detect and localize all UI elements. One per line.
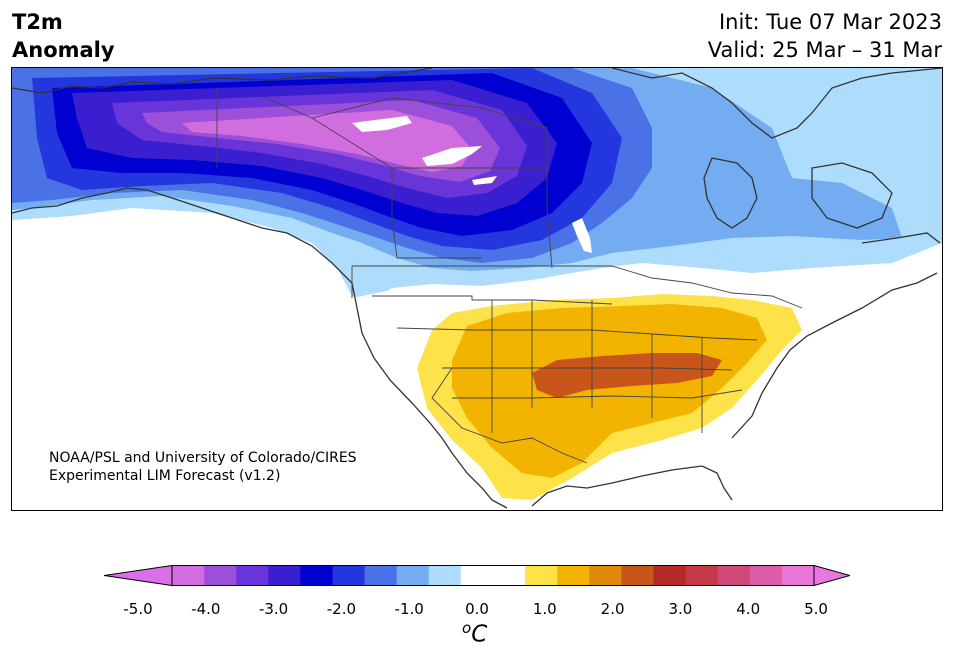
- colorbar-cell: [396, 565, 430, 586]
- colorbar-tick-label: 4.0: [736, 600, 761, 618]
- date-info: Init: Tue 07 Mar 2023 Valid: 25 Mar – 31…: [708, 8, 942, 64]
- borders: [216, 88, 803, 464]
- colorbar-cell: [781, 565, 815, 586]
- credit-line-1: NOAA/PSL and University of Colorado/CIRE…: [49, 450, 357, 466]
- colorbar-tick-label: 2.0: [600, 600, 625, 618]
- colorbar-cell: [653, 565, 687, 586]
- init-date: Init: Tue 07 Mar 2023: [718, 10, 942, 34]
- colorbar-outline: [171, 565, 815, 586]
- colorbar-cell: [268, 565, 301, 586]
- colorbar-extend-high: [813, 565, 850, 587]
- lake-winnipeg: [572, 218, 592, 253]
- colorbar-tick-label: -1.0: [394, 600, 424, 618]
- units-label: oC: [462, 619, 487, 648]
- colorbar-tick-label: 3.0: [668, 600, 693, 618]
- neutral-west-us: [352, 286, 522, 413]
- colorbar-cell: [460, 565, 494, 586]
- colorbar-cell: [493, 565, 526, 586]
- units-base: C: [471, 621, 488, 648]
- colorbar-cell: [685, 565, 719, 586]
- credit-line-2: Experimental LIM Forecast (v1.2): [49, 468, 281, 484]
- colorbar-cell: [300, 565, 333, 586]
- colorbar-cell: [204, 565, 237, 586]
- colorbar-cell: [621, 565, 654, 586]
- colorbar-cell: [236, 565, 269, 586]
- title-line-2: Anomaly: [12, 38, 115, 62]
- colorbar-tick-label: 1.0: [532, 600, 557, 618]
- colorbar-cell: [428, 565, 462, 586]
- colorbar-cell: [749, 565, 783, 586]
- colorbar-tick-label: 5.0: [804, 600, 828, 618]
- title-line-1: T2m: [12, 10, 63, 34]
- colorbar-cell: [332, 565, 366, 586]
- lake-great-bear: [352, 116, 412, 132]
- colorbar-tick-label: -2.0: [326, 600, 357, 618]
- map-title: T2m Anomaly: [12, 8, 115, 64]
- colorbar-cell: [589, 565, 622, 586]
- anomaly-map: [11, 67, 943, 511]
- colorbar-tick-label: -5.0: [123, 600, 153, 618]
- anomaly-map-svg: [12, 68, 942, 509]
- colorbar-tick-label: -3.0: [258, 600, 289, 618]
- warm-band-2: [532, 353, 722, 398]
- units-degree: o: [462, 619, 472, 637]
- credit-text: NOAA/PSL and University of Colorado/CIRE…: [49, 449, 357, 485]
- warm-band-1: [452, 304, 767, 478]
- colorbar-cell: [557, 565, 590, 586]
- colorbar-cell: [172, 565, 205, 586]
- lake-athabasca: [472, 176, 497, 185]
- lake-great-slave: [422, 146, 482, 166]
- colorbar-tick-label: 0.0: [465, 600, 489, 618]
- colorbar-cell: [364, 565, 398, 586]
- valid-range: Valid: 25 Mar – 31 Mar: [707, 38, 942, 62]
- colorbar-cell: [525, 565, 558, 586]
- colorbar-tick-label: -4.0: [191, 600, 221, 618]
- coastlines: [12, 68, 942, 509]
- colorbar-extend-low: [104, 565, 173, 587]
- colorbar: [104, 565, 850, 587]
- colorbar-cell: [717, 565, 751, 586]
- colorbar-cells: [172, 565, 815, 586]
